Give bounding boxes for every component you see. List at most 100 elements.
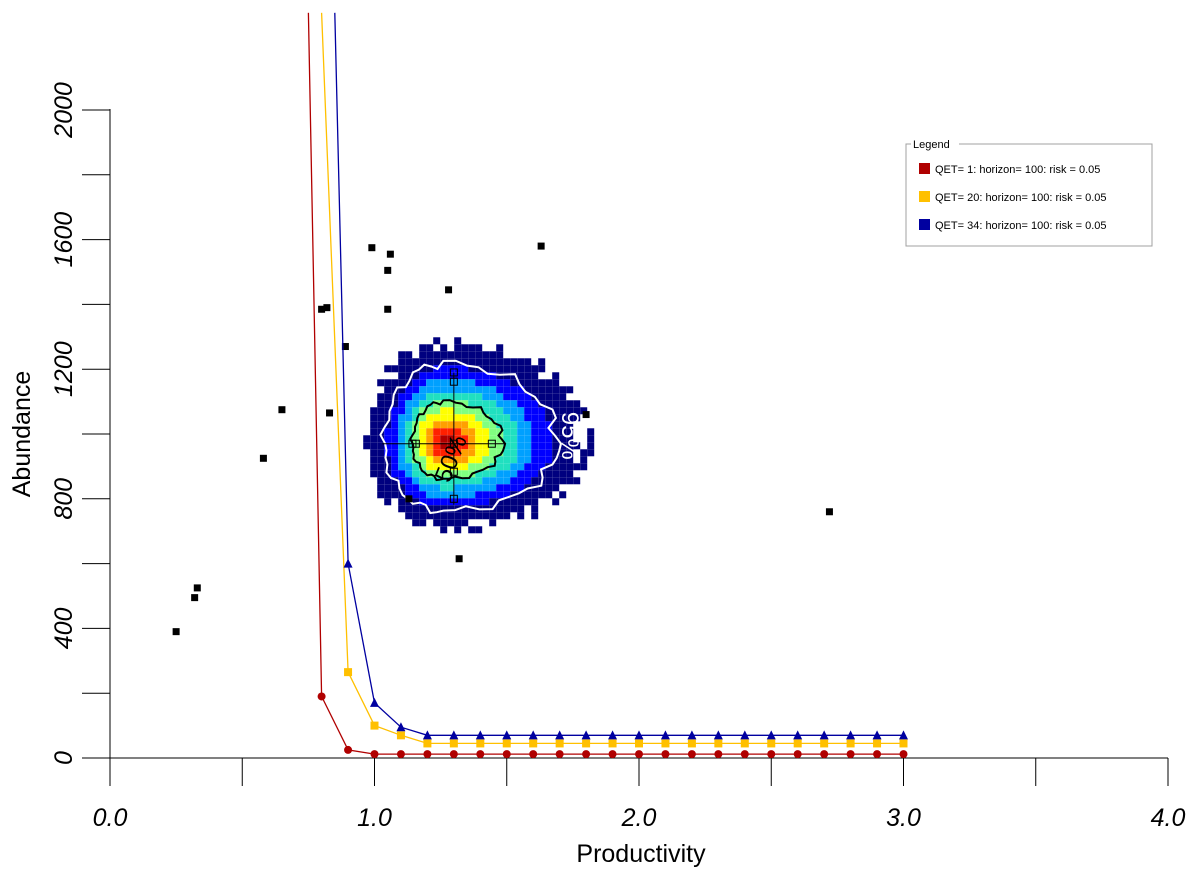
- density-cell: [370, 435, 378, 443]
- density-cell: [475, 421, 483, 429]
- density-cell: [377, 491, 385, 499]
- density-cell: [454, 414, 462, 422]
- density-cell: [559, 407, 567, 415]
- density-cell: [405, 512, 413, 520]
- density-cell: [398, 358, 406, 366]
- density-cell: [524, 365, 532, 373]
- density-cell: [503, 491, 511, 499]
- density-cell: [433, 463, 441, 471]
- density-cell: [496, 449, 504, 457]
- density-cell: [531, 512, 539, 520]
- density-cell: [419, 498, 427, 506]
- density-cell: [510, 421, 518, 429]
- density-cell: [510, 442, 518, 450]
- density-cell: [405, 372, 413, 380]
- density-cell: [489, 442, 497, 450]
- density-cell: [510, 365, 518, 373]
- density-cell: [461, 414, 469, 422]
- density-cell: [454, 421, 462, 429]
- density-cell: [517, 435, 525, 443]
- series-point: [899, 750, 908, 759]
- series-point: [846, 730, 856, 740]
- density-cell: [503, 449, 511, 457]
- density-cell: [503, 414, 511, 422]
- density-cell: [517, 498, 525, 506]
- density-cell: [503, 484, 511, 492]
- density-cell: [426, 372, 434, 380]
- density-cell: [496, 351, 504, 359]
- density-cell: [433, 407, 441, 415]
- x-tick-label: 2.0: [621, 804, 657, 832]
- density-cell: [503, 456, 511, 464]
- density-cell: [461, 379, 469, 387]
- density-cell: [454, 512, 462, 520]
- contour-95-label: 95%: [556, 412, 583, 460]
- density-cell: [587, 449, 595, 457]
- density-cell: [538, 456, 546, 464]
- density-cell: [461, 442, 469, 450]
- density-cell: [503, 435, 511, 443]
- density-cell: [510, 358, 518, 366]
- density-cell: [566, 442, 574, 450]
- density-cell: [475, 526, 483, 534]
- density-cell: [447, 428, 455, 436]
- density-cell: [496, 400, 504, 408]
- density-cell: [461, 386, 469, 394]
- density-cell: [468, 477, 476, 485]
- density-cell: [566, 428, 574, 436]
- density-cell: [482, 449, 490, 457]
- density-cell: [531, 400, 539, 408]
- density-cell: [419, 365, 427, 373]
- density-cell: [468, 372, 476, 380]
- density-cell: [524, 470, 532, 478]
- series-point: [660, 730, 670, 740]
- density-cell: [503, 470, 511, 478]
- density-cell: [433, 449, 441, 457]
- density-cell: [440, 351, 448, 359]
- density-cell: [503, 393, 511, 401]
- legend-items: QET= 1: horizon= 100: risk = 0.05 QET= 20…: [919, 163, 1107, 232]
- density-cell: [545, 393, 553, 401]
- density-cell: [482, 400, 490, 408]
- density-cell: [482, 477, 490, 485]
- density-cell: [538, 400, 546, 408]
- density-cell: [580, 456, 588, 464]
- density-cell: [489, 351, 497, 359]
- density-cell: [496, 463, 504, 471]
- density-cell: [461, 449, 469, 457]
- density-cell: [475, 428, 483, 436]
- density-cell: [496, 428, 504, 436]
- density-cell: [566, 477, 574, 485]
- density-cell: [405, 407, 413, 415]
- density-cell: [538, 484, 546, 492]
- density-cell: [496, 442, 504, 450]
- density-cell: [398, 470, 406, 478]
- density-cell: [440, 386, 448, 394]
- density-cell: [489, 512, 497, 520]
- series-point: [767, 750, 776, 759]
- density-cell: [503, 498, 511, 506]
- density-cell: [384, 400, 392, 408]
- density-cell: [454, 344, 462, 352]
- density-cell: [552, 428, 560, 436]
- series-point: [449, 739, 458, 748]
- density-cell: [489, 414, 497, 422]
- density-cell: [538, 491, 546, 499]
- density-cell: [440, 484, 448, 492]
- density-cell: [412, 505, 420, 513]
- density-cell: [468, 498, 476, 506]
- density-cell: [377, 442, 385, 450]
- density-cell: [468, 358, 476, 366]
- density-cell: [489, 379, 497, 387]
- crosshair-marker: [449, 377, 458, 386]
- series-point: [873, 750, 882, 759]
- observation-point: [537, 242, 545, 250]
- density-cell: [419, 456, 427, 464]
- density-cell: [496, 477, 504, 485]
- density-cell: [433, 512, 441, 520]
- density-cell: [482, 491, 490, 499]
- density-cell: [440, 456, 448, 464]
- x-axis-title: Productivity: [576, 840, 706, 868]
- density-cell: [370, 449, 378, 457]
- density-cell: [461, 407, 469, 415]
